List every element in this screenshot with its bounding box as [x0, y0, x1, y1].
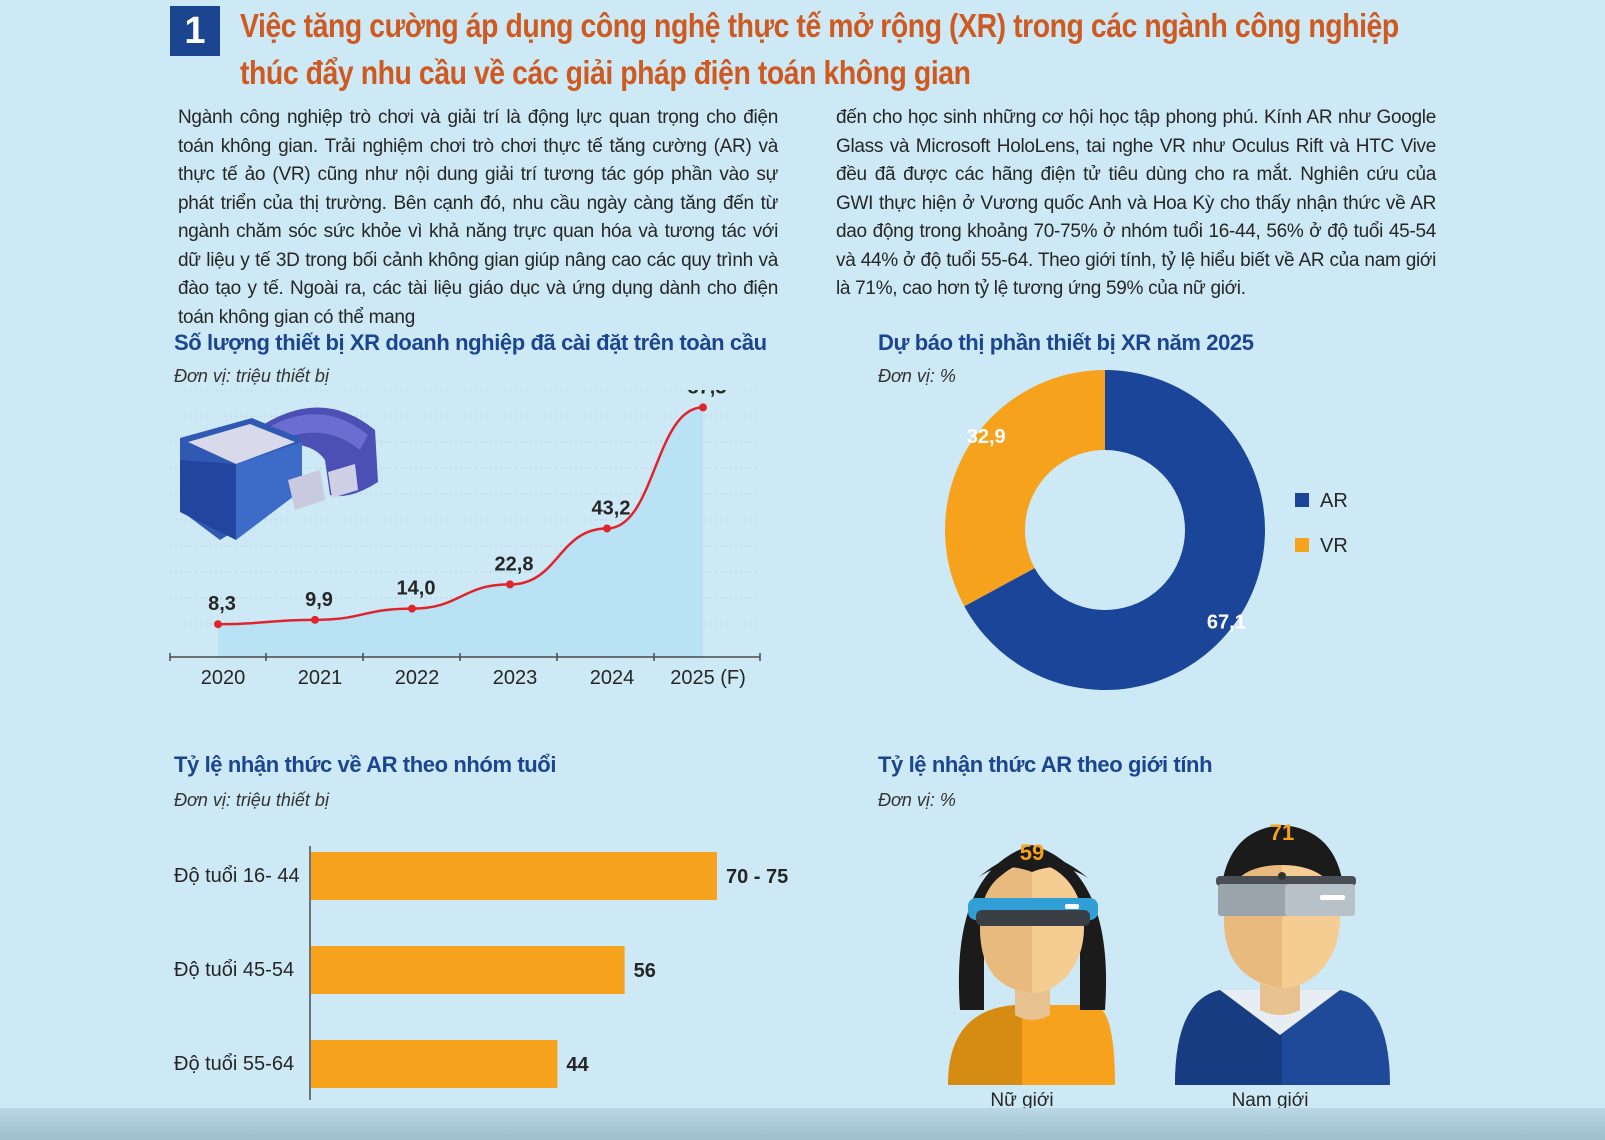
data-label-2020: 8,3	[208, 593, 236, 615]
legend-label-VR: VR	[1320, 535, 1348, 557]
vr-headset-icon	[180, 407, 378, 540]
data-label-2023: 22,8	[495, 553, 534, 575]
data-label-2024: 43,2	[592, 497, 631, 519]
line-chart-title: Số lượng thiết bị XR doanh nghiệp đã cài…	[174, 330, 767, 355]
page-title-line-2: thúc đẩy nhu cầu về các giải pháp điện t…	[240, 54, 971, 91]
data-label-2021: 9,9	[305, 589, 333, 611]
x-tick-label-2025 (F): 2025 (F)	[670, 667, 746, 689]
age-bar-chart: Độ tuổi 16- 44 70 - 75 Độ tuổi 45-54 56 Độ t…	[174, 846, 788, 1100]
donut-chart-unit: Đơn vị: %	[878, 366, 956, 386]
line-chart-unit: Đơn vị: triệu thiết bị	[174, 366, 329, 386]
donut-chart-title: Dự báo thị phần thiết bị XR năm 2025	[878, 330, 1254, 355]
donut-slice-AR	[964, 370, 1265, 690]
x-tick-label-2024: 2024	[590, 667, 635, 689]
x-tick-label-2021: 2021	[298, 667, 343, 689]
gender-chart: 59 71 Nữ giới Nam giới	[948, 820, 1390, 1110]
legend-swatch-VR	[1295, 538, 1309, 552]
gender-label-male: Nam giới	[1232, 1090, 1309, 1110]
bottom-shadow	[0, 1108, 1605, 1140]
bar-category-label-0: Độ tuổi 16- 44	[174, 865, 300, 887]
body-text-column-1: Ngành công nghiệp trò chơi và giải trí l…	[178, 107, 778, 328]
data-point-2024	[603, 524, 611, 533]
woman-figure-icon	[948, 845, 1115, 1085]
bar-value-label-0: 70 - 75	[726, 866, 788, 888]
donut-label-VR: 32,9	[967, 426, 1006, 448]
body-text-column-2: đến cho học sinh những cơ hội học tập ph…	[836, 107, 1436, 299]
data-point-2021	[311, 615, 319, 624]
page-title-line-1: Việc tăng cường áp dụng công nghệ thực t…	[240, 7, 1399, 44]
gender-chart-title: Tỷ lệ nhận thức AR theo giới tính	[878, 752, 1213, 777]
bar-0	[311, 852, 717, 900]
gender-value-female: 59	[1020, 840, 1044, 865]
bar-1	[311, 946, 625, 994]
age-bar-chart-title: Tỷ lệ nhận thức về AR theo nhóm tuổi	[174, 752, 557, 777]
bar-value-label-2: 44	[566, 1054, 589, 1076]
donut-slice-VR	[945, 370, 1105, 607]
donut-chart: 67,1 32,9 AR VR	[945, 370, 1348, 690]
data-point-2023	[506, 580, 514, 589]
bar-category-label-2: Độ tuổi 55-64	[174, 1053, 294, 1075]
man-figure-icon	[1175, 825, 1390, 1085]
bar-2	[311, 1040, 558, 1088]
data-label-2025 (F): 87,3	[688, 390, 727, 398]
gender-value-male: 71	[1270, 820, 1294, 845]
data-point-2022	[408, 604, 416, 613]
data-point-2025 (F)	[699, 403, 707, 412]
legend-label-AR: AR	[1320, 490, 1348, 512]
gender-label-female: Nữ giới	[990, 1090, 1053, 1110]
line-chart-area	[218, 407, 703, 657]
donut-label-AR: 67,1	[1207, 611, 1246, 633]
section-number: 1	[170, 6, 220, 56]
line-chart: 8,3 2020 9,9 2021 14,0 2022 22,8 2023 43,2 2024 87…	[169, 390, 761, 689]
data-point-2020	[214, 620, 222, 629]
bar-category-label-1: Độ tuổi 45-54	[174, 959, 294, 981]
age-bar-chart-unit: Đơn vị: triệu thiết bị	[174, 790, 329, 810]
page-title: Việc tăng cường áp dụng công nghệ thực t…	[240, 2, 1418, 96]
bar-value-label-1: 56	[634, 960, 656, 982]
data-label-2022: 14,0	[397, 578, 436, 600]
gender-chart-unit: Đơn vị: %	[878, 790, 956, 810]
x-tick-label-2023: 2023	[493, 667, 538, 689]
x-tick-label-2022: 2022	[395, 667, 440, 689]
x-tick-label-2020: 2020	[201, 667, 246, 689]
legend-swatch-AR	[1295, 493, 1309, 507]
